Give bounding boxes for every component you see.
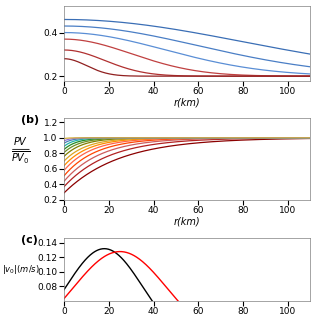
Text: $\overline{PV_0}$: $\overline{PV_0}$ (11, 149, 30, 166)
X-axis label: r(km): r(km) (174, 97, 201, 107)
Text: $|v_0|(m/s)$: $|v_0|(m/s)$ (2, 263, 40, 276)
Text: (c): (c) (21, 235, 38, 245)
X-axis label: r(km): r(km) (174, 217, 201, 227)
Text: $PV$: $PV$ (13, 135, 28, 147)
Text: (b): (b) (21, 115, 39, 125)
